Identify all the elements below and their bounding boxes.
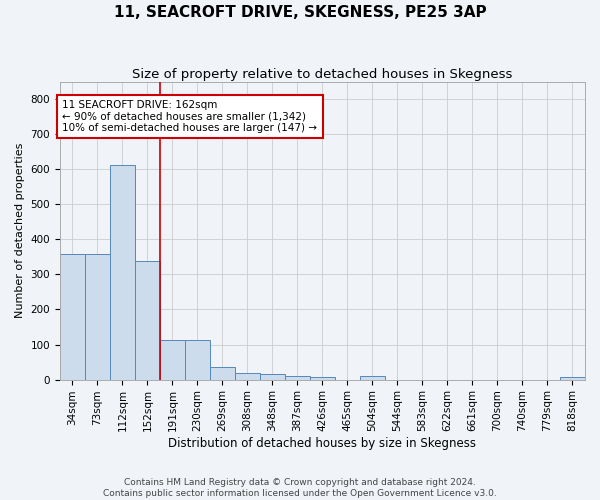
Bar: [210, 368, 235, 380]
Bar: [560, 378, 585, 380]
Text: 11, SEACROFT DRIVE, SKEGNESS, PE25 3AP: 11, SEACROFT DRIVE, SKEGNESS, PE25 3AP: [113, 5, 487, 20]
Bar: [360, 376, 385, 380]
Bar: [135, 262, 160, 380]
Bar: [285, 376, 310, 380]
Bar: [235, 374, 260, 380]
Bar: [60, 254, 85, 380]
Bar: [85, 254, 110, 380]
Bar: [260, 374, 285, 380]
Bar: [185, 340, 210, 380]
X-axis label: Distribution of detached houses by size in Skegness: Distribution of detached houses by size …: [169, 437, 476, 450]
Bar: [310, 378, 335, 380]
Bar: [110, 165, 135, 380]
Text: 11 SEACROFT DRIVE: 162sqm
← 90% of detached houses are smaller (1,342)
10% of se: 11 SEACROFT DRIVE: 162sqm ← 90% of detac…: [62, 100, 317, 133]
Bar: [160, 340, 185, 380]
Text: Contains HM Land Registry data © Crown copyright and database right 2024.
Contai: Contains HM Land Registry data © Crown c…: [103, 478, 497, 498]
Y-axis label: Number of detached properties: Number of detached properties: [15, 143, 25, 318]
Title: Size of property relative to detached houses in Skegness: Size of property relative to detached ho…: [132, 68, 512, 80]
